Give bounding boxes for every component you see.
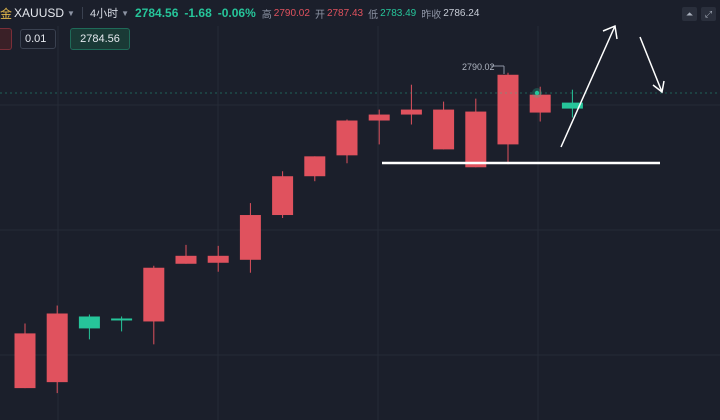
candle bbox=[433, 101, 455, 150]
candle-body bbox=[46, 313, 68, 383]
prev-close-value: 2786.24 bbox=[443, 7, 480, 19]
candle bbox=[497, 72, 519, 165]
candle-body bbox=[400, 109, 422, 115]
chevron-down-icon: ▼ bbox=[121, 8, 129, 18]
high-label: 高 bbox=[261, 9, 272, 21]
chart-settings-icon[interactable]: ⏶ bbox=[682, 7, 697, 21]
chart-header: 金 XAUUSD ▼ 4小时 ▼ 2784.56 -1.68 -0.06% 高 … bbox=[0, 0, 720, 26]
candle bbox=[207, 245, 229, 272]
low-value: 2783.49 bbox=[380, 7, 417, 19]
candle bbox=[272, 171, 294, 219]
candle-body bbox=[111, 318, 133, 321]
candle bbox=[336, 119, 358, 164]
candle-body bbox=[336, 120, 358, 156]
header-divider bbox=[81, 7, 83, 19]
interval-label: 4小时 bbox=[89, 8, 119, 20]
price-change: -1.68 bbox=[184, 6, 212, 20]
candle-body bbox=[239, 215, 261, 260]
candle bbox=[143, 265, 165, 345]
high-value: 2790.02 bbox=[273, 7, 310, 19]
candle bbox=[111, 316, 133, 332]
candle-body bbox=[465, 111, 487, 168]
open-label: 开 bbox=[314, 9, 325, 21]
chevron-down-icon: ▼ bbox=[67, 8, 75, 18]
candle bbox=[529, 86, 551, 122]
candle-body bbox=[561, 102, 583, 109]
last-price-glow-icon bbox=[532, 88, 542, 98]
order-bar: 0.01 2784.56 bbox=[0, 28, 130, 50]
candle-body bbox=[529, 94, 551, 113]
candle-body bbox=[78, 316, 100, 329]
candle-body bbox=[368, 114, 390, 121]
expand-icon[interactable]: ⤢ bbox=[701, 7, 716, 21]
candle-body bbox=[175, 255, 197, 264]
candle bbox=[239, 203, 261, 273]
candle-body bbox=[14, 333, 36, 389]
candle bbox=[304, 156, 326, 182]
candle bbox=[46, 305, 68, 394]
price-change-percent: -0.06% bbox=[217, 6, 256, 20]
candle bbox=[14, 323, 36, 389]
candle-body bbox=[433, 109, 455, 150]
candle-body bbox=[143, 267, 165, 322]
prev-close-label: 昨收 bbox=[421, 9, 442, 21]
candle bbox=[465, 98, 487, 168]
interval-selector[interactable]: 4小时 ▼ bbox=[90, 5, 129, 21]
chart-grid bbox=[0, 26, 720, 420]
quantity-input[interactable]: 0.01 bbox=[20, 29, 56, 49]
candle-body bbox=[304, 156, 326, 177]
down-arrow-drawing[interactable] bbox=[639, 36, 665, 94]
symbol-selector[interactable]: 金 XAUUSD ▼ bbox=[0, 5, 75, 22]
candle-body bbox=[272, 176, 294, 216]
candle bbox=[400, 84, 422, 125]
candles bbox=[14, 72, 583, 394]
sell-button[interactable] bbox=[0, 28, 12, 50]
gold-symbol-icon: 金 bbox=[0, 6, 13, 21]
low-label: 低 bbox=[368, 9, 379, 21]
high-marker-label: 2790.02 bbox=[462, 62, 495, 72]
last-price: 2784.56 bbox=[135, 6, 179, 20]
up-arrow-drawing[interactable] bbox=[560, 24, 618, 148]
candle-body bbox=[207, 255, 229, 263]
candle-body bbox=[497, 74, 519, 145]
candle bbox=[368, 109, 390, 145]
open-value: 2787.43 bbox=[326, 7, 364, 19]
candle bbox=[561, 89, 583, 118]
buy-price-button[interactable]: 2784.56 bbox=[70, 28, 130, 50]
candle bbox=[78, 314, 100, 340]
symbol-name: XAUUSD bbox=[14, 6, 65, 20]
candle bbox=[175, 244, 197, 264]
high-marker: 2790.02 bbox=[462, 62, 505, 74]
